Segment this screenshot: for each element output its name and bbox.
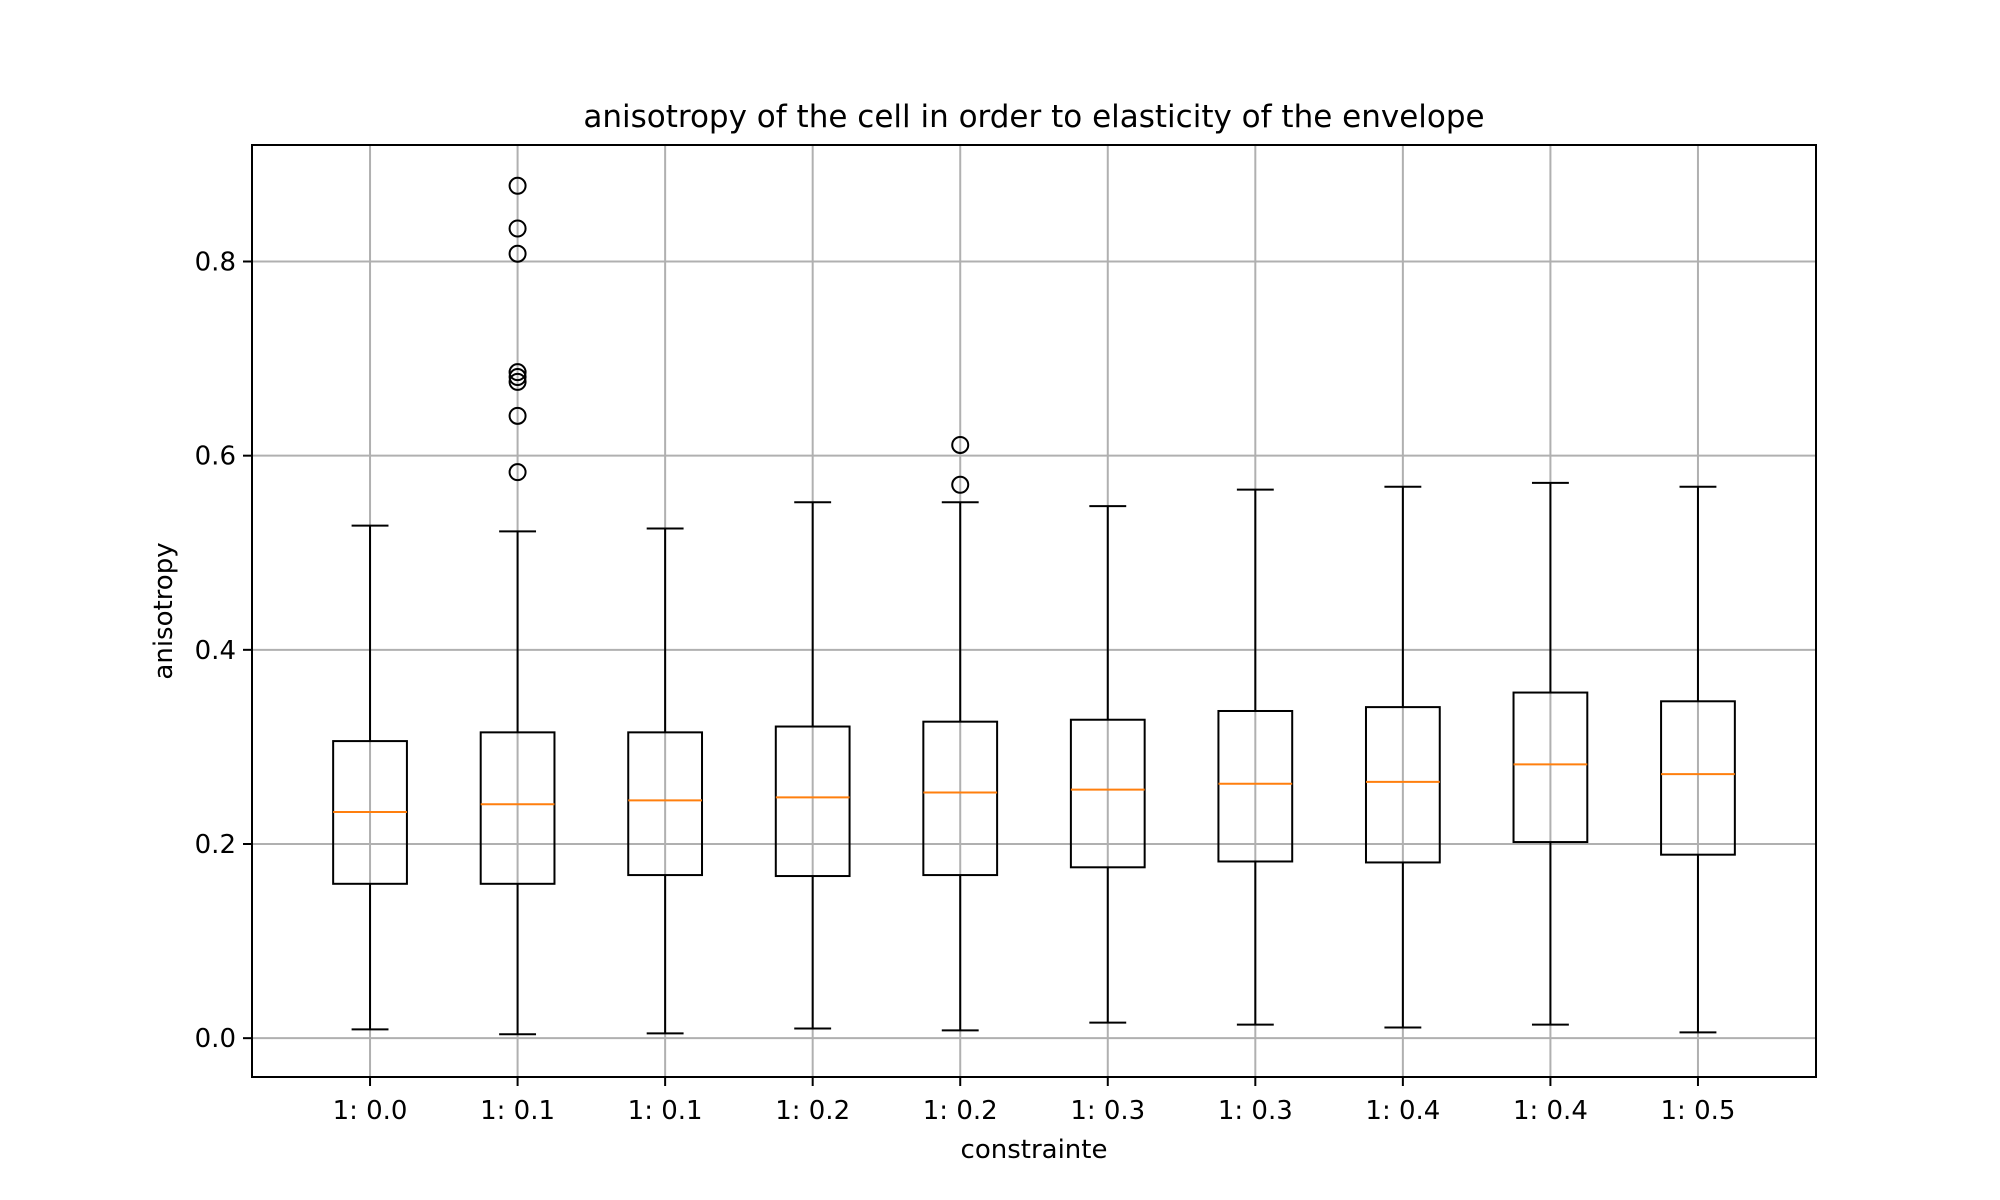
x-tick-label: 1: 0.3 <box>1218 1096 1293 1126</box>
box-group <box>1069 505 1146 1024</box>
box-group <box>1364 485 1441 1029</box>
box <box>922 720 999 877</box>
y-tick-label: 0.4 <box>195 636 236 666</box>
x-tick-label: 1: 0.2 <box>775 1096 850 1126</box>
box <box>774 725 851 878</box>
outlier-point <box>508 463 527 482</box>
box-group <box>332 524 408 1031</box>
x-tick-label: 1: 0.4 <box>1365 1096 1440 1126</box>
box <box>1217 709 1294 863</box>
x-axis-label: constrainte <box>961 1135 1108 1165</box>
x-tick-label: 1: 0.1 <box>480 1096 555 1126</box>
outlier-point <box>508 406 527 425</box>
box-group <box>1217 488 1294 1026</box>
box-group <box>1660 485 1736 1034</box>
box <box>1660 700 1736 856</box>
y-tick-label: 0.6 <box>195 442 236 472</box>
outlier-point <box>508 176 527 195</box>
outlier-point <box>508 363 527 382</box>
box-group <box>479 176 556 1036</box>
y-tick-label: 0.8 <box>195 248 236 278</box>
outlier-point <box>508 372 527 391</box>
x-axis: 1: 0.0 1: 0.1 1: 0.1 1: 0.2 1: 0.2 1: 0.3 1: 0… <box>333 1077 1736 1126</box>
box <box>627 731 704 877</box>
x-tick-label: 1: 0.1 <box>628 1096 703 1126</box>
x-tick-label: 1: 0.2 <box>923 1096 998 1126</box>
x-tick-label: 1: 0.5 <box>1661 1096 1736 1126</box>
outlier-point <box>508 368 527 387</box>
outlier-point <box>951 435 970 454</box>
outlier-point <box>951 475 970 494</box>
box <box>1069 718 1146 869</box>
y-tick-label: 0.2 <box>195 830 236 860</box>
box <box>1512 691 1589 844</box>
chart-title: anisotropy of the cell in order to elast… <box>583 99 1484 135</box>
x-tick-label: 1: 0.3 <box>1070 1096 1145 1126</box>
x-tick-label: 1: 0.4 <box>1513 1096 1588 1126</box>
y-tick-label: 0.0 <box>195 1024 236 1054</box>
plot-frame <box>251 144 1817 1078</box>
box <box>1364 706 1441 864</box>
box-group <box>1512 481 1589 1026</box>
box-series <box>332 176 1736 1036</box>
x-tick-label: 1: 0.0 <box>333 1096 408 1126</box>
y-axis: 0.0 0.2 0.4 0.6 0.8 <box>195 248 252 1054</box>
box-group <box>922 435 999 1032</box>
box <box>479 731 556 885</box>
box-group <box>627 527 704 1035</box>
outlier-point <box>508 219 527 238</box>
box-group <box>774 501 851 1030</box>
outlier-point <box>508 244 527 263</box>
y-axis-label: anisotropy <box>149 542 179 679</box>
